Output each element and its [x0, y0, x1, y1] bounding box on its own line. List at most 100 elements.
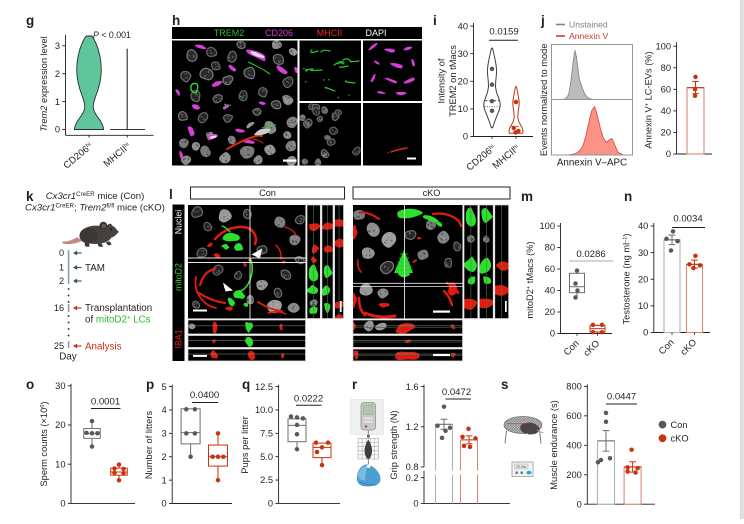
svg-text:0.0034: 0.0034 — [673, 214, 703, 225]
svg-text:100: 100 — [655, 41, 671, 51]
svg-text:12.5: 12.5 — [255, 382, 273, 392]
svg-text:TREM2 on tMacs: TREM2 on tMacs — [448, 45, 458, 117]
svg-text:25: 25 — [54, 341, 64, 351]
svg-text:0.0159: 0.0159 — [489, 27, 518, 38]
svg-text:of mitoD2+ LCs: of mitoD2+ LCs — [85, 315, 151, 326]
svg-text:Nuclei: Nuclei — [174, 210, 184, 234]
svg-text:cKO: cKO — [671, 434, 689, 444]
svg-text:h: h — [172, 13, 180, 28]
svg-text:60: 60 — [661, 85, 671, 95]
svg-text:20: 20 — [458, 77, 468, 87]
svg-text:Day: Day — [59, 352, 77, 363]
svg-text:0: 0 — [55, 125, 60, 135]
svg-text:0: 0 — [413, 499, 418, 509]
svg-text:600: 600 — [566, 411, 582, 421]
svg-text:10: 10 — [55, 459, 65, 469]
svg-text:IBA1: IBA1 — [174, 329, 184, 348]
svg-text:80: 80 — [661, 63, 671, 73]
svg-text:3: 3 — [162, 429, 167, 439]
svg-text:TAM: TAM — [85, 263, 105, 274]
svg-text:30: 30 — [638, 248, 648, 258]
svg-text:10: 10 — [458, 104, 468, 114]
svg-text:20: 20 — [661, 128, 671, 138]
svg-text:100: 100 — [539, 221, 555, 231]
svg-text:p: p — [146, 377, 154, 392]
svg-text:Intensity of: Intensity of — [437, 58, 447, 103]
svg-text:Con: Con — [259, 188, 276, 198]
svg-text:2: 2 — [55, 69, 60, 79]
svg-text:Transplantation: Transplantation — [85, 303, 152, 314]
svg-text:Con: Con — [671, 420, 688, 430]
svg-text:10: 10 — [638, 301, 648, 311]
svg-text:29.36s: 29.36s — [516, 465, 526, 469]
svg-text:1.2: 1.2 — [406, 422, 419, 432]
svg-text:j: j — [540, 13, 545, 28]
svg-text:g: g — [26, 13, 34, 28]
svg-text:Unstained: Unstained — [569, 20, 608, 30]
svg-text:r: r — [352, 377, 358, 392]
svg-text:2: 2 — [59, 276, 64, 286]
svg-text:10.0: 10.0 — [255, 405, 273, 415]
svg-text:1: 1 — [162, 475, 167, 485]
svg-text:P < 0.001: P < 0.001 — [93, 30, 131, 40]
svg-text:Analysis: Analysis — [85, 342, 122, 353]
svg-text:20: 20 — [545, 307, 555, 317]
svg-text:40: 40 — [638, 221, 648, 231]
svg-text:cKO: cKO — [423, 188, 441, 198]
svg-text:0: 0 — [463, 132, 468, 142]
svg-text:Annexin V: Annexin V — [569, 31, 608, 41]
svg-text:l: l — [169, 187, 173, 202]
svg-text:30: 30 — [458, 49, 468, 59]
svg-text:0.0001: 0.0001 — [91, 397, 120, 408]
svg-text:1: 1 — [59, 263, 64, 273]
svg-text:n: n — [624, 189, 632, 204]
svg-text:m: m — [521, 189, 533, 204]
svg-text:4: 4 — [162, 405, 167, 415]
svg-text:1.6: 1.6 — [406, 382, 419, 392]
svg-text:30: 30 — [55, 381, 65, 391]
svg-text:Pups per litter: Pups per litter — [240, 416, 250, 473]
svg-text:40: 40 — [458, 21, 468, 31]
svg-text:0.2: 0.2 — [406, 473, 419, 483]
svg-text:Annexin V+ LC-EVs (%): Annexin V+ LC-EVs (%) — [644, 51, 654, 148]
svg-text:0: 0 — [60, 499, 65, 509]
svg-text:0.0472: 0.0472 — [442, 387, 471, 398]
svg-text:5.0: 5.0 — [260, 452, 273, 462]
svg-text:2.5: 2.5 — [260, 475, 273, 485]
svg-text:CD206: CD206 — [265, 28, 293, 38]
svg-text:40: 40 — [661, 106, 671, 116]
svg-text:Annexin V–APC: Annexin V–APC — [557, 158, 627, 169]
svg-text:20: 20 — [55, 420, 65, 430]
svg-text:mitoD2: mitoD2 — [174, 263, 184, 291]
svg-text:0.0286: 0.0286 — [576, 249, 605, 260]
svg-text:Sperm counts (×106): Sperm counts (×106) — [39, 401, 49, 486]
svg-text:s: s — [501, 377, 509, 392]
svg-text:0: 0 — [643, 328, 648, 338]
svg-text:i: i — [433, 13, 437, 28]
svg-text:Events normalized to mode: Events normalized to mode — [539, 43, 549, 156]
svg-text:0: 0 — [59, 248, 64, 258]
svg-text:7.5: 7.5 — [260, 429, 273, 439]
svg-text:3: 3 — [55, 41, 60, 51]
svg-text:Grip strength (N): Grip strength (N) — [389, 410, 399, 479]
svg-text:DAPI: DAPI — [365, 28, 386, 38]
svg-text:0.0447: 0.0447 — [607, 392, 636, 403]
svg-text:20: 20 — [638, 274, 648, 284]
svg-text:MHCII: MHCII — [317, 28, 343, 38]
svg-text:Number of litters: Number of litters — [144, 411, 154, 480]
svg-text:0: 0 — [162, 499, 167, 509]
svg-text:0.8: 0.8 — [406, 462, 419, 472]
svg-text:Cx3cr1CreER; Trem2fl/fl mice (: Cx3cr1CreER; Trem2fl/fl mice (cKO) — [25, 202, 165, 213]
svg-text:q: q — [242, 377, 250, 392]
svg-text:200: 200 — [566, 470, 582, 480]
svg-text:60: 60 — [545, 264, 555, 274]
svg-text:0: 0 — [550, 329, 555, 339]
svg-text:mitoD2+ tMacs (%): mitoD2+ tMacs (%) — [525, 241, 535, 318]
svg-text:0: 0 — [577, 499, 582, 509]
svg-text:2: 2 — [162, 452, 167, 462]
svg-text:80: 80 — [545, 243, 555, 253]
svg-text:40: 40 — [545, 286, 555, 296]
svg-text:0: 0 — [268, 499, 273, 509]
svg-text:0: 0 — [666, 149, 671, 159]
svg-text:o: o — [26, 377, 34, 392]
